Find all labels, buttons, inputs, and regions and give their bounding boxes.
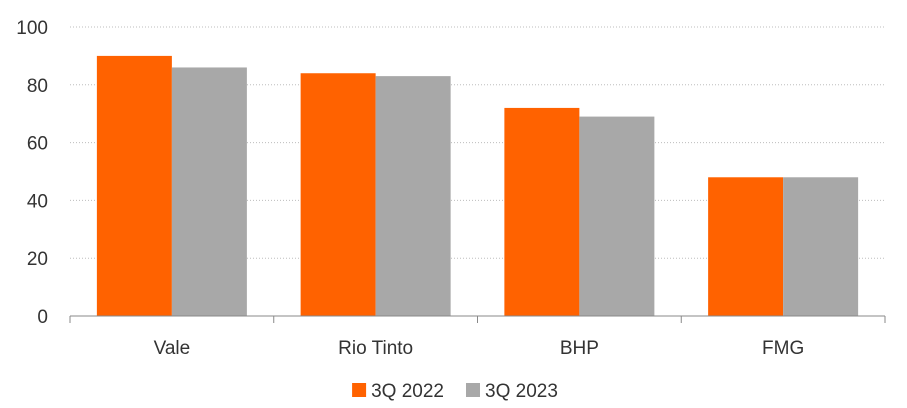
bar-bhp-1: [504, 107, 580, 316]
bar-rio-tinto-1: [300, 73, 376, 317]
legend-label: 3Q 2023: [485, 381, 558, 402]
x-tick-label: FMG: [762, 338, 804, 359]
bars: [96, 55, 859, 317]
bar-fmg-1: [708, 177, 784, 316]
x-tick-label: Vale: [154, 338, 191, 359]
y-tick-label: 0: [37, 307, 48, 328]
legend-label: 3Q 2022: [371, 381, 444, 402]
bar-fmg-2: [783, 177, 859, 316]
axes: 0 20 40 60 80 100 Vale Rio Tinto BHP FMG: [16, 18, 886, 359]
legend-item: 3Q 2022: [352, 381, 444, 402]
y-tick-label: 20: [27, 249, 48, 270]
legend-swatch: [352, 383, 367, 397]
y-tick-label: 40: [27, 191, 48, 212]
x-tick-label: BHP: [560, 338, 599, 359]
y-tick-label: 60: [27, 134, 48, 155]
y-tick-label: 100: [16, 18, 48, 39]
legend: 3Q 2022 3Q 2023: [352, 381, 558, 402]
legend-swatch: [466, 383, 480, 397]
bar-rio-tinto-2: [375, 76, 451, 316]
x-tick-label: Rio Tinto: [338, 338, 413, 359]
bar-vale-2: [171, 67, 247, 317]
bar-vale-1: [96, 55, 172, 317]
legend-item: 3Q 2023: [466, 381, 558, 402]
y-tick-label: 80: [27, 76, 48, 97]
bar-bhp-2: [579, 116, 655, 316]
